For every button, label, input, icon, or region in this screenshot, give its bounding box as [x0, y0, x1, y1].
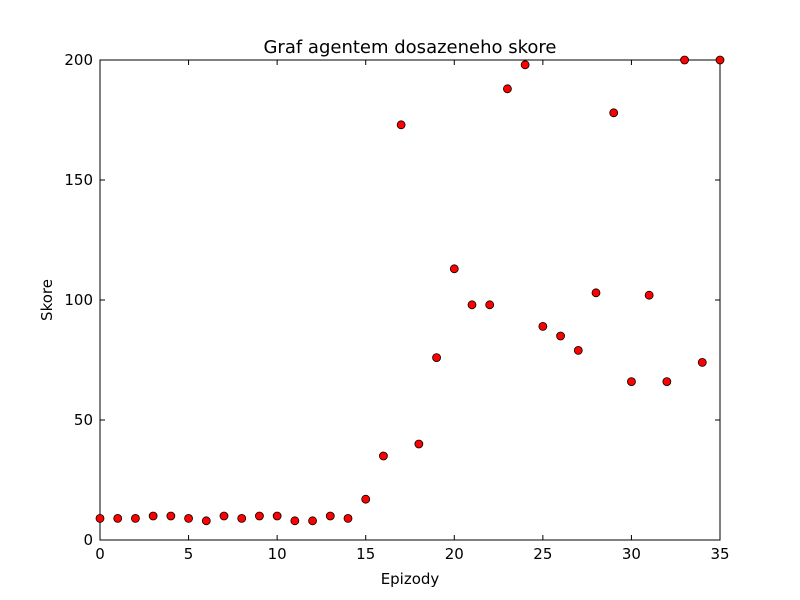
- plot-frame: [99, 59, 721, 541]
- data-point: [449, 264, 459, 274]
- data-point: [520, 60, 530, 70]
- data-point: [201, 516, 211, 526]
- data-point: [432, 353, 441, 363]
- y-tick-label: 0: [83, 531, 93, 549]
- data-point: [237, 514, 247, 523]
- data-point: [396, 120, 406, 130]
- y-axis: 0 50 100 150 200: [64, 51, 720, 549]
- data-point: [467, 300, 477, 310]
- data-point: [95, 514, 105, 523]
- chart-title: Graf agentem dosazeneho skore: [263, 37, 556, 58]
- data-point: [715, 55, 725, 65]
- data-point: [308, 516, 317, 526]
- data-point: [573, 345, 583, 355]
- data-point: [538, 321, 548, 331]
- y-tick-label: 200: [64, 51, 93, 69]
- data-point: [627, 377, 636, 387]
- data-point: [697, 357, 707, 367]
- data-points: [95, 55, 725, 526]
- data-point: [255, 511, 264, 521]
- data-point: [680, 55, 689, 65]
- data-point: [290, 516, 300, 526]
- data-point: [503, 84, 512, 94]
- x-tick-label: 0: [95, 545, 105, 563]
- y-tick-label: 50: [74, 411, 93, 429]
- x-tick-label: 35: [710, 545, 729, 563]
- data-point: [343, 514, 353, 523]
- data-point: [272, 511, 282, 521]
- x-tick-label: 20: [445, 545, 464, 563]
- x-tick-label: 10: [268, 545, 287, 563]
- x-tick-label: 5: [184, 545, 194, 563]
- data-point: [644, 290, 654, 300]
- x-tick-label: 25: [533, 545, 552, 563]
- data-point: [609, 108, 619, 118]
- data-point: [148, 511, 158, 521]
- data-point: [325, 511, 335, 521]
- data-point: [414, 439, 424, 449]
- data-point: [184, 514, 193, 523]
- x-axis: 0 5 10 15 20 25 30 35: [95, 60, 730, 563]
- data-point: [591, 288, 601, 298]
- data-point: [361, 494, 371, 504]
- data-point: [219, 511, 229, 521]
- data-point: [556, 331, 565, 341]
- y-tick-label: 150: [64, 171, 93, 189]
- x-tick-label: 15: [356, 545, 375, 563]
- data-point: [131, 514, 140, 523]
- data-point: [662, 377, 672, 387]
- data-point: [379, 451, 388, 461]
- x-tick-label: 30: [622, 545, 641, 563]
- y-axis-label: Skore: [38, 279, 56, 321]
- x-axis-label: Epizody: [381, 570, 440, 588]
- y-tick-label: 100: [64, 291, 93, 309]
- data-point: [113, 514, 123, 523]
- data-point: [166, 511, 176, 521]
- plot-area: [99, 59, 721, 541]
- data-point: [485, 300, 495, 310]
